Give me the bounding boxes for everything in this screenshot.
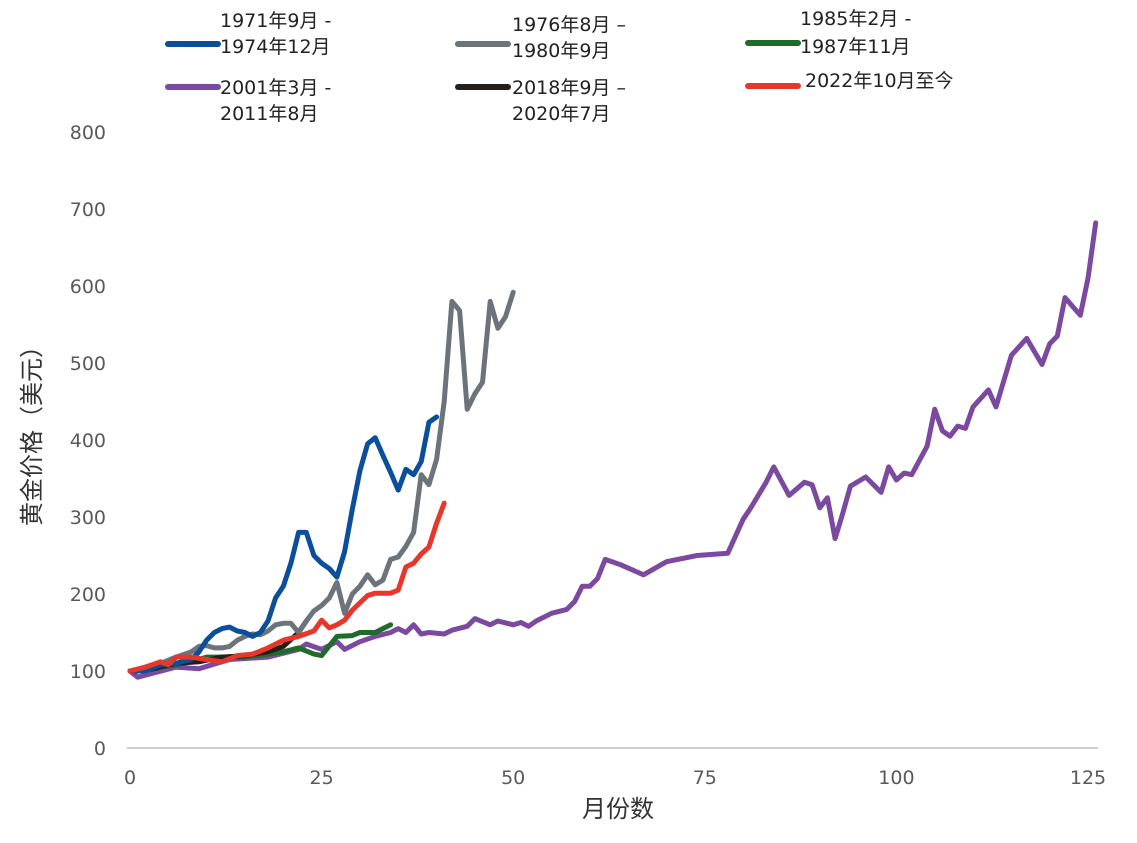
- y-tick-label: 400: [70, 430, 106, 452]
- legend-label: 2022年10月至今: [805, 70, 954, 92]
- y-axis-label: 黄金价格（美元）: [18, 334, 46, 526]
- y-tick-label: 500: [70, 353, 106, 375]
- x-axis-ticks: 0 25 50 75 100 125: [124, 767, 1106, 789]
- legend-item: 1971年9月 - 1974年12月: [165, 10, 331, 58]
- legend-item: 2018年9月 – 2020年7月: [455, 77, 626, 125]
- x-tick-label: 75: [693, 767, 717, 789]
- legend-label: 1974年12月: [220, 36, 331, 58]
- y-tick-label: 0: [94, 738, 106, 760]
- legend-label: 1985年2月 -: [800, 8, 911, 30]
- legend-label: 2001年3月 -: [220, 77, 331, 99]
- y-tick-label: 700: [70, 199, 106, 221]
- x-tick-label: 50: [501, 767, 525, 789]
- y-axis-ticks: 0 100 200 300 400 500 600 700 800: [70, 122, 106, 760]
- y-tick-label: 200: [70, 584, 106, 606]
- legend-label: 2011年8月: [220, 103, 318, 125]
- legend-item: 1976年8月 – 1980年9月: [455, 14, 626, 62]
- legend-label: 1976年8月 –: [512, 14, 626, 36]
- legend-label: 1987年11月: [800, 36, 911, 58]
- x-tick-label: 100: [878, 767, 914, 789]
- series-line-1: [127, 289, 516, 674]
- series-lines: [127, 220, 1099, 680]
- legend-item: 2022年10月至今: [745, 70, 954, 92]
- x-tick-label: 25: [310, 767, 334, 789]
- legend-label: 1971年9月 -: [220, 10, 331, 32]
- y-tick-label: 300: [70, 507, 106, 529]
- legend-item: 2001年3月 - 2011年8月: [165, 77, 331, 125]
- legend-label: 2020年7月: [512, 103, 610, 125]
- x-axis-label: 月份数: [582, 795, 654, 823]
- y-tick-label: 800: [70, 122, 106, 144]
- series-line-0: [127, 414, 440, 674]
- series-line-3: [127, 220, 1099, 680]
- x-tick-label: 125: [1070, 767, 1106, 789]
- legend-label: 1980年9月: [512, 40, 610, 62]
- legend-label: 2018年9月 –: [512, 77, 626, 99]
- legend-item: 1985年2月 - 1987年11月: [745, 8, 911, 58]
- y-tick-label: 600: [70, 276, 106, 298]
- y-tick-label: 100: [70, 661, 106, 683]
- series-line-5: [127, 500, 447, 674]
- legend: 1971年9月 - 1974年12月 1976年8月 – 1980年9月 1985年2月…: [165, 8, 954, 125]
- x-tick-label: 0: [124, 767, 136, 789]
